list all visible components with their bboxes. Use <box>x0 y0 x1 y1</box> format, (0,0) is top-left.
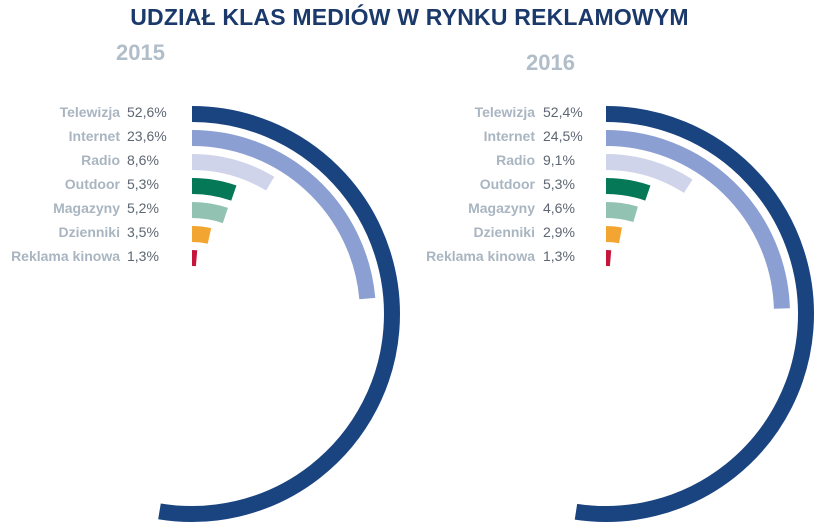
label-2015-radio: Radio <box>81 152 120 168</box>
value-2016-internet: 24,5% <box>543 128 583 144</box>
label-2016-magazyny: Magazyny <box>468 200 535 216</box>
value-2016-radio: 9,1% <box>543 152 575 168</box>
label-2015-internet: Internet <box>69 128 121 144</box>
label-2015-telewizja: Telewizja <box>60 104 121 120</box>
arc-2016-dzienniki <box>605 225 622 244</box>
value-2015-telewizja: 52,6% <box>127 104 167 120</box>
label-2016-reklama-kinowa: Reklama kinowa <box>426 248 535 264</box>
arc-2015-radio <box>191 154 275 191</box>
arc-2016-radio <box>605 154 693 193</box>
value-2015-outdoor: 5,3% <box>127 176 159 192</box>
arc-2015-internet <box>191 130 376 300</box>
value-2015-dzienniki: 3,5% <box>127 224 159 240</box>
value-2016-reklama-kinowa: 1,3% <box>543 248 575 264</box>
arc-2016-telewizja <box>574 106 814 522</box>
value-2016-dzienniki: 2,9% <box>543 224 575 240</box>
label-2016-outdoor: Outdoor <box>480 176 536 192</box>
label-2016-internet: Internet <box>484 128 536 144</box>
value-2015-reklama-kinowa: 1,3% <box>127 248 159 264</box>
label-2015-dzienniki: Dzienniki <box>59 224 120 240</box>
value-2016-outdoor: 5,3% <box>543 176 575 192</box>
chart-title: UDZIAŁ KLAS MEDIÓW W RYNKU REKLAMOWYM <box>130 4 689 30</box>
arc-2016-magazyny <box>605 202 638 223</box>
year-2016-heading: 2016 <box>526 50 575 75</box>
arc-2016-outdoor <box>605 178 651 201</box>
label-2015-reklama-kinowa: Reklama kinowa <box>11 248 120 264</box>
value-2016-telewizja: 52,4% <box>543 104 583 120</box>
arc-2015-dzienniki <box>191 226 212 244</box>
value-2016-magazyny: 4,6% <box>543 200 575 216</box>
value-2015-magazyny: 5,2% <box>127 200 159 216</box>
arc-2016-internet <box>605 130 790 309</box>
label-2015-outdoor: Outdoor <box>65 176 121 192</box>
arc-2015-magazyny <box>191 202 228 224</box>
value-2015-radio: 8,6% <box>127 152 159 168</box>
label-2016-telewizja: Telewizja <box>475 104 536 120</box>
arc-2015-outdoor <box>191 178 237 201</box>
label-2016-radio: Radio <box>496 152 535 168</box>
label-2016-dzienniki: Dzienniki <box>474 224 535 240</box>
value-2015-internet: 23,6% <box>127 128 167 144</box>
year-2015-heading: 2015 <box>116 40 165 65</box>
label-2015-magazyny: Magazyny <box>53 200 120 216</box>
arc-2015-telewizja <box>158 106 400 522</box>
